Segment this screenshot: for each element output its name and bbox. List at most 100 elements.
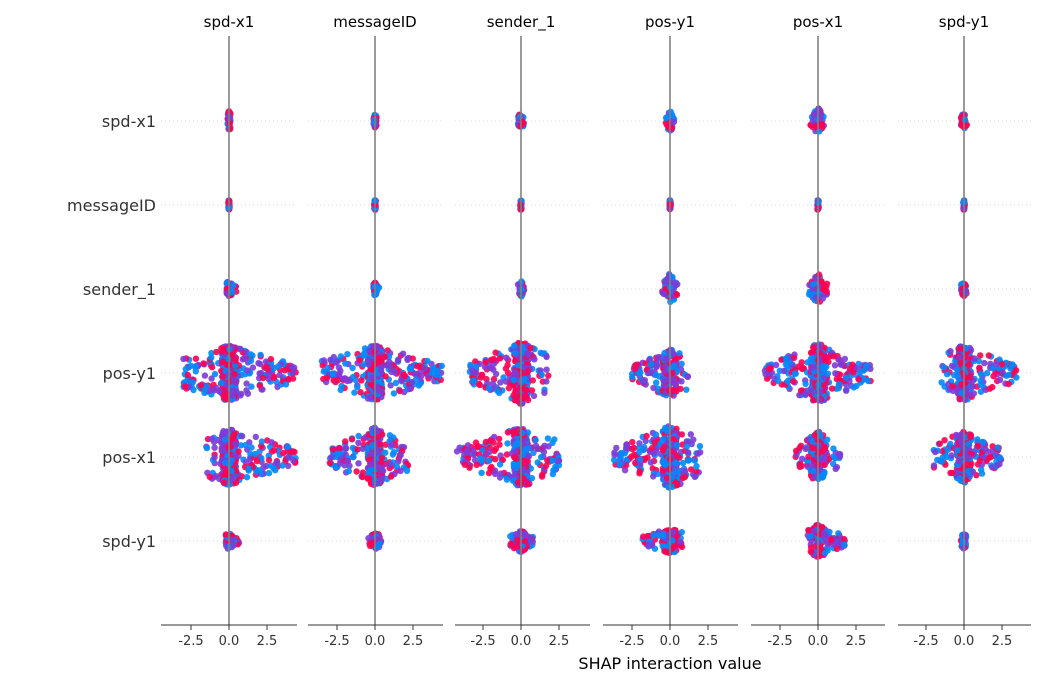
data-point (364, 475, 371, 482)
data-point (382, 373, 389, 380)
data-point (387, 473, 395, 480)
data-point (798, 359, 805, 366)
data-point (956, 345, 963, 353)
data-point (208, 354, 215, 361)
data-point (504, 369, 512, 377)
data-point (944, 446, 952, 453)
data-point (841, 355, 849, 363)
data-point (512, 455, 520, 463)
data-point (395, 458, 402, 465)
data-point (943, 371, 951, 378)
data-point (674, 281, 681, 288)
data-point (255, 360, 262, 367)
data-point (538, 453, 545, 461)
data-point (492, 445, 500, 452)
data-point (228, 288, 236, 296)
data-point (662, 424, 669, 432)
data-point (965, 453, 972, 461)
data-point (378, 467, 386, 475)
data-point (512, 386, 519, 394)
data-point (971, 355, 978, 362)
data-point (683, 443, 690, 450)
data-point (494, 387, 501, 395)
data-point (218, 379, 225, 387)
data-point (211, 370, 219, 378)
data-point (329, 370, 337, 377)
data-point (519, 343, 526, 350)
data-point (670, 528, 677, 536)
data-point (821, 455, 828, 462)
data-point (813, 109, 821, 117)
data-point (796, 444, 803, 451)
data-point (221, 479, 228, 486)
data-point (516, 113, 524, 120)
data-point (628, 453, 635, 460)
data-point (623, 442, 630, 450)
data-point (541, 442, 548, 449)
data-point (220, 347, 227, 355)
data-point (678, 360, 685, 367)
data-point (201, 372, 209, 379)
data-point (832, 370, 839, 377)
data-point (397, 452, 404, 459)
data-point (835, 381, 843, 388)
data-point (182, 366, 189, 373)
data-point (663, 549, 670, 556)
data-point (504, 440, 511, 447)
data-point (229, 392, 236, 399)
data-point (464, 449, 471, 456)
data-point (355, 432, 362, 440)
data-point (208, 435, 215, 443)
data-point (387, 382, 394, 389)
data-point (473, 461, 480, 469)
data-point (632, 365, 639, 372)
data-point (239, 433, 246, 440)
data-point (429, 369, 436, 377)
data-point (961, 396, 969, 404)
data-point (208, 364, 216, 371)
data-point (381, 353, 388, 361)
data-point (820, 366, 827, 373)
data-point (221, 436, 228, 443)
data-point (955, 457, 962, 465)
data-point (487, 437, 494, 444)
data-point (835, 356, 842, 363)
data-point (399, 350, 407, 357)
data-point (477, 455, 484, 462)
data-point (472, 358, 479, 365)
data-point (330, 377, 337, 384)
data-point (390, 390, 398, 397)
data-point (289, 375, 297, 382)
data-point (524, 351, 532, 358)
data-point (241, 355, 248, 362)
data-point (181, 383, 189, 390)
data-point (1007, 365, 1014, 372)
data-point (673, 367, 681, 375)
data-point (487, 465, 494, 472)
data-point (408, 379, 415, 386)
data-point (810, 468, 817, 475)
data-point (197, 382, 204, 389)
data-point (519, 400, 526, 407)
data-point (190, 386, 197, 394)
data-point (512, 448, 519, 455)
data-point (767, 364, 774, 372)
data-point (521, 538, 529, 545)
data-point (400, 371, 407, 378)
data-point (645, 369, 653, 376)
data-point (519, 429, 526, 437)
data-point (368, 366, 376, 373)
data-point (817, 122, 824, 129)
data-point (985, 454, 993, 462)
data-point (673, 441, 681, 449)
data-point (655, 353, 662, 361)
data-point (994, 444, 1001, 451)
data-point (261, 364, 268, 371)
data-point (266, 371, 273, 379)
data-point (373, 535, 380, 542)
data-point (549, 439, 556, 447)
data-point (651, 439, 658, 446)
data-point (341, 375, 348, 382)
data-point (512, 397, 519, 404)
data-point (492, 349, 499, 356)
